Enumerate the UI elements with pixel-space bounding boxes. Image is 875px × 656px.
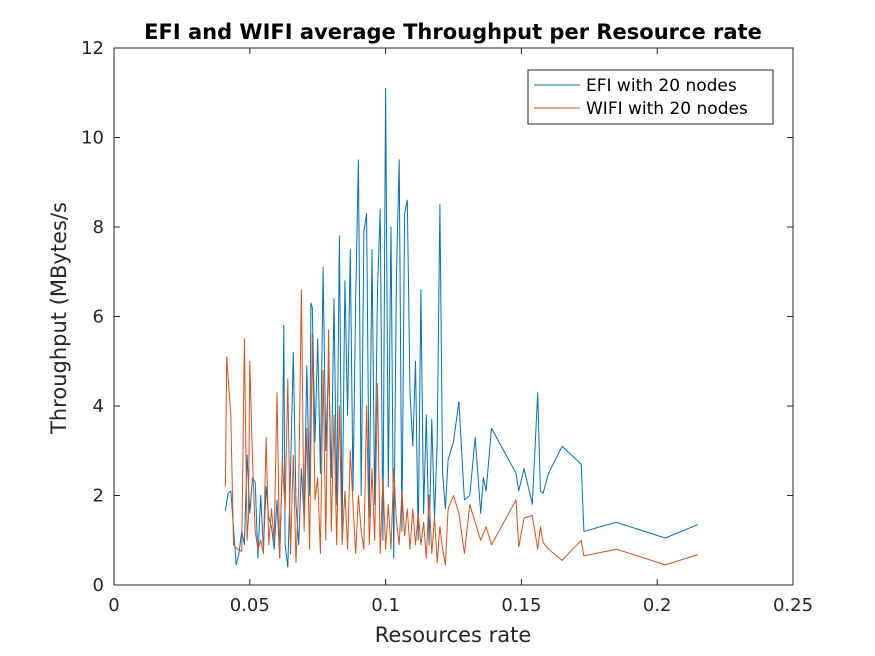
y-tick-label: 2 bbox=[93, 486, 104, 507]
x-axis: 0 0.05 0.1 0.15 0.2 0.25 bbox=[108, 48, 813, 616]
x-tick-label: 0 bbox=[108, 595, 119, 616]
y-axis: 0 2 4 6 8 10 12 bbox=[81, 38, 793, 596]
y-tick-label: 12 bbox=[81, 38, 104, 59]
x-tick-label: 0.05 bbox=[230, 595, 270, 616]
x-tick-label: 0.15 bbox=[501, 595, 541, 616]
series-line-efi bbox=[224, 87, 699, 568]
y-tick-label: 6 bbox=[93, 307, 104, 328]
series-layer bbox=[224, 87, 699, 568]
y-tick-label: 4 bbox=[93, 396, 104, 417]
plot-area bbox=[114, 48, 793, 585]
x-axis-label: Resources rate bbox=[375, 623, 532, 647]
x-tick-label: 0.2 bbox=[643, 595, 672, 616]
series-line-wifi bbox=[224, 289, 699, 566]
x-tick-label: 0.1 bbox=[371, 595, 400, 616]
chart-title: EFI and WIFI average Throughput per Reso… bbox=[144, 20, 762, 44]
legend-box bbox=[527, 69, 774, 125]
y-tick-label: 8 bbox=[93, 217, 104, 238]
x-tick-label: 0.25 bbox=[773, 595, 813, 616]
y-axis-label: Throughput (MBytes/s bbox=[47, 202, 71, 435]
y-tick-label: 0 bbox=[93, 575, 104, 596]
legend-label-wifi: WIFI with 20 nodes bbox=[586, 99, 748, 119]
legend-label-efi: EFI with 20 nodes bbox=[586, 76, 737, 96]
legend: EFI with 20 nodes WIFI with 20 nodes bbox=[527, 69, 774, 125]
y-tick-label: 10 bbox=[81, 128, 104, 149]
